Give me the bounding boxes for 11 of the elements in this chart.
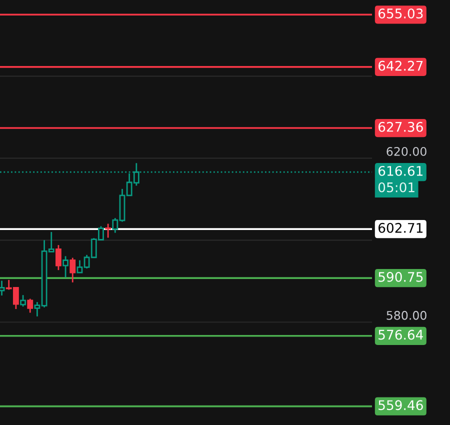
text: 05:01 <box>378 182 414 192</box>
ref-line-label: 627.36 <box>378 122 423 132</box>
ref-line-label: 576.64 <box>378 330 424 340</box>
ref-line-label: 642.27 <box>378 60 423 71</box>
ref-line-label: 590.75 <box>378 272 423 282</box>
ref-line-label: 655.03 <box>378 8 423 18</box>
ref-line-label: 602.71 <box>378 222 423 233</box>
ref-line-label: 616.61 <box>378 166 423 176</box>
y-tick-label: 580.00 <box>386 310 426 320</box>
y-tick-label: 620.00 <box>386 146 426 156</box>
ref-line-label: 559.46 <box>378 400 423 410</box>
